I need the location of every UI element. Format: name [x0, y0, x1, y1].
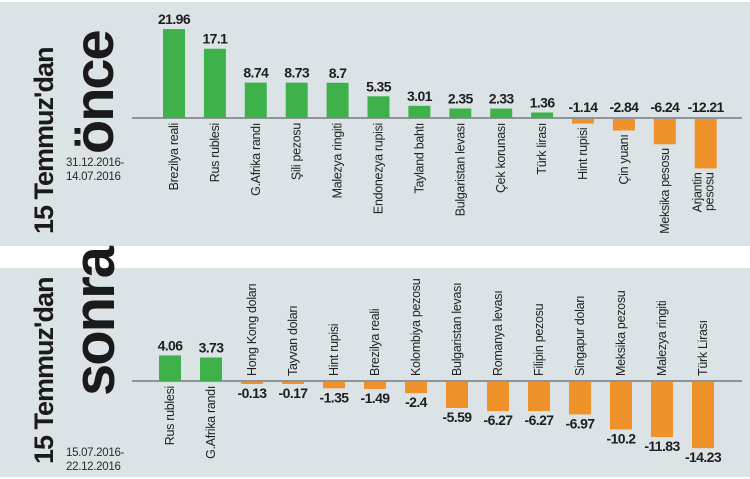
panel-after: 15 Temmuz'dan sonra 15.07.2016- 22.12.20… — [0, 248, 750, 477]
value-label: 2.35 — [448, 90, 474, 106]
value-label: 4.06 — [158, 337, 184, 353]
category-label: Brezilya reali — [167, 123, 181, 190]
value-label: -6.27 — [484, 412, 514, 428]
category-label: Meksika pesosu — [658, 148, 672, 234]
bar — [200, 357, 222, 381]
value-label: 2.33 — [489, 91, 515, 107]
value-label: 8.74 — [243, 65, 269, 81]
bar — [572, 119, 594, 124]
bar — [694, 119, 717, 169]
panel-before: 15 Temmuz'dan önce 31.12.2016- 14.07.201… — [0, 2, 750, 246]
date-range-after: 15.07.2016- 22.12.2016 — [66, 446, 124, 474]
value-label: -12.21 — [688, 99, 725, 115]
bar — [326, 82, 349, 118]
category-label: Romanya levası — [491, 291, 505, 376]
value-label: -1.14 — [569, 99, 599, 115]
value-label: -2.84 — [609, 99, 639, 115]
value-label: 5.35 — [366, 78, 392, 94]
value-label: 17.1 — [202, 31, 228, 47]
date-range-before: 31.12.2016- 14.07.2016 — [66, 156, 124, 184]
bar — [282, 382, 304, 384]
bar — [159, 355, 181, 381]
category-label: Tayvan doları — [286, 306, 300, 376]
bar — [531, 112, 554, 118]
value-label: -10.2 — [607, 430, 637, 446]
category-label: Filipin pezosu — [532, 303, 546, 376]
category-label: Hong Kong doları — [245, 284, 259, 377]
value-label: 8.7 — [329, 65, 347, 81]
category-label: Tayland bahtı — [412, 123, 426, 193]
value-label: 3.73 — [199, 340, 225, 356]
bar — [203, 48, 226, 119]
value-label: 8.73 — [284, 65, 310, 81]
bar — [692, 382, 714, 449]
value-label: 3.01 — [407, 88, 433, 104]
category-label: Hint rupisi — [327, 324, 341, 376]
category-label: Rus rublesi — [163, 386, 177, 445]
category-label: Malezya ringiti — [331, 123, 345, 198]
category-label: Malezya ringiti — [655, 301, 669, 376]
category-label: Endonezya rupisi — [372, 123, 386, 214]
category-label: Hint rupisi — [576, 128, 590, 180]
bar — [651, 382, 673, 438]
category-label: Arjantinpesosu — [691, 172, 717, 212]
value-label: -11.83 — [644, 438, 680, 454]
bar — [487, 382, 509, 412]
category-label: Singapur doları — [573, 296, 587, 376]
bar — [408, 105, 431, 118]
value-label: -6.27 — [525, 412, 555, 428]
value-label: 21.96 — [158, 11, 191, 27]
bar — [612, 119, 635, 131]
category-label: Kolombiya pezosu — [409, 278, 423, 376]
value-label: -6.24 — [650, 99, 680, 115]
value-label: -2.4 — [405, 394, 428, 410]
category-label: Türk Lirası — [696, 320, 710, 376]
bar — [285, 82, 308, 118]
category-label: Çek korunası — [494, 123, 508, 193]
bar — [446, 382, 468, 408]
category-label: G.Afrika randı — [204, 386, 218, 459]
bar — [449, 108, 472, 118]
bar — [528, 382, 550, 412]
value-label: -1.49 — [361, 390, 391, 406]
date-start: 15.07.2016- — [66, 447, 125, 459]
bar — [364, 382, 386, 389]
bar — [490, 108, 513, 118]
bar — [610, 382, 632, 430]
value-label: -14.23 — [685, 449, 722, 465]
value-label: 1.36 — [530, 94, 556, 110]
chart-after: 4.06 Rus rublesi 3.73 G.Afrika randı -0.13 Ho… — [132, 278, 742, 465]
bar — [323, 382, 345, 389]
date-start: 31.12.2016- — [66, 157, 125, 169]
value-label: -0.13 — [238, 385, 268, 401]
chart-before: 21.96 Brezilya reali 17.1 Rus rublesi 8.74 G.… — [132, 11, 742, 234]
category-label: Türk lirası — [535, 123, 549, 175]
bar — [405, 382, 427, 394]
bar — [653, 119, 676, 145]
bar — [163, 29, 185, 119]
value-label: -1.35 — [320, 389, 350, 405]
date-end: 22.12.2016 — [66, 461, 121, 473]
bar — [241, 382, 263, 384]
category-label: Çin yuanı — [617, 135, 631, 185]
bar — [569, 382, 591, 415]
date-end: 14.07.2016 — [66, 171, 121, 183]
value-label: -6.97 — [566, 415, 596, 431]
category-label: Şili pezosu — [290, 123, 304, 180]
bar — [244, 82, 267, 118]
category-label: G.Afrika randı — [249, 123, 263, 196]
value-label: -5.59 — [443, 409, 473, 425]
category-label: Brezilya reali — [368, 309, 382, 376]
value-label: -0.17 — [279, 385, 309, 401]
category-label: Bulgaristan levası — [450, 283, 464, 376]
category-label: Bulgaristan levası — [453, 123, 467, 216]
category-label: Meksika pezosu — [614, 290, 628, 376]
bar — [367, 96, 390, 118]
category-label: Rus rublesi — [208, 123, 222, 182]
